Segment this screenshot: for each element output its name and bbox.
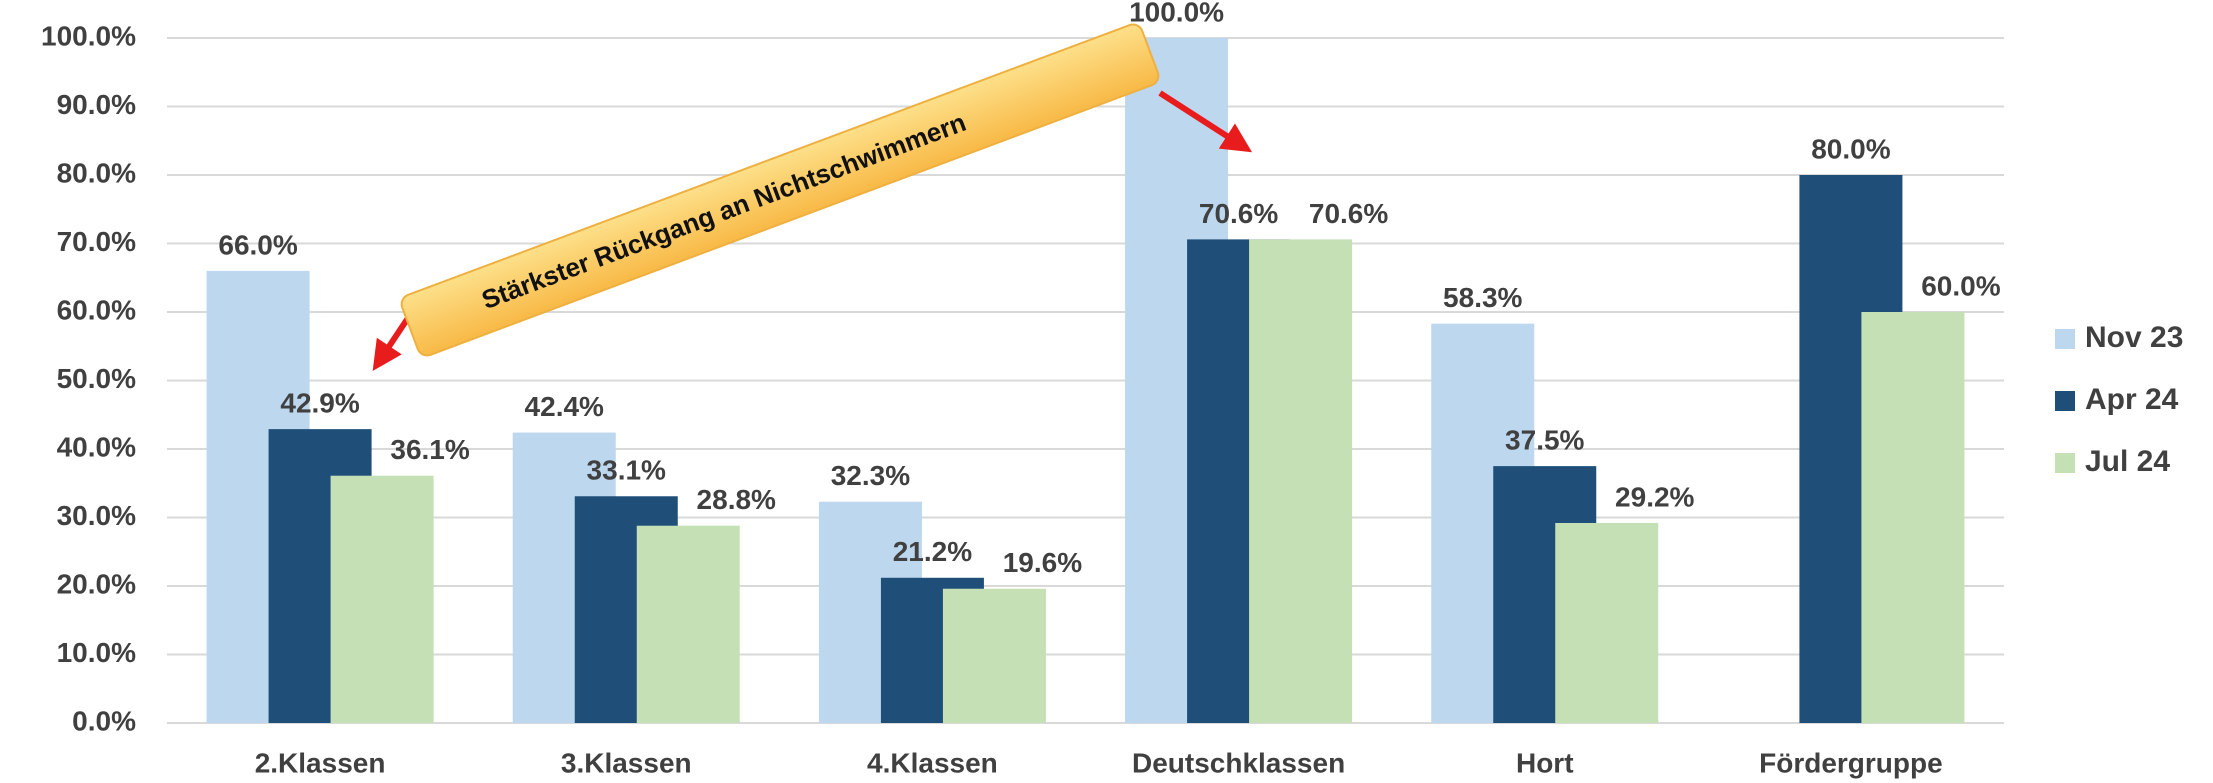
data-label: 28.8% — [697, 484, 776, 515]
annotation: Stärkster Rückgang an Nichtschwimmern — [372, 23, 1253, 371]
data-label: 21.2% — [893, 536, 972, 567]
y-tick-label: 10.0% — [57, 637, 136, 668]
x-tick-label: 4.Klassen — [867, 747, 998, 778]
data-label: 100.0% — [1129, 0, 1224, 27]
legend-swatch — [2055, 329, 2075, 349]
y-tick-label: 30.0% — [57, 500, 136, 531]
callout: Stärkster Rückgang an Nichtschwimmern — [400, 23, 1160, 357]
x-tick-label: 3.Klassen — [561, 747, 692, 778]
legend-label: Jul 24 — [2085, 445, 2170, 478]
y-tick-label: 20.0% — [57, 568, 136, 599]
legend-label: Apr 24 — [2085, 383, 2179, 416]
y-tick-label: 80.0% — [57, 157, 136, 188]
y-tick-label: 0.0% — [72, 705, 136, 736]
x-tick-label: 2.Klassen — [255, 747, 386, 778]
legend-label: Nov 23 — [2085, 321, 2183, 354]
y-tick-label: 40.0% — [57, 431, 136, 462]
grid: 0.0% 10.0% 20.0% 30.0% 40.0% 50.0% 60.0% 70.0% 8… — [41, 20, 2004, 736]
bar — [636, 525, 740, 723]
legend-swatch — [2055, 391, 2075, 411]
y-tick-label: 60.0% — [57, 294, 136, 325]
bar — [1249, 239, 1353, 723]
data-label: 33.1% — [587, 455, 666, 486]
data-label: 80.0% — [1811, 133, 1890, 164]
x-tick-label: Deutschklassen — [1132, 747, 1345, 778]
legend-swatch — [2055, 453, 2075, 473]
bar — [330, 475, 434, 723]
bar — [1555, 522, 1659, 723]
legend: Nov 23 Apr 24 Jul 24 — [2055, 321, 2183, 478]
y-tick-label: 100.0% — [41, 20, 136, 51]
data-label: 19.6% — [1003, 547, 1082, 578]
data-label: 60.0% — [1921, 270, 2000, 301]
arrow — [1158, 90, 1253, 153]
data-label: 70.6% — [1199, 198, 1278, 229]
data-label: 66.0% — [218, 229, 297, 260]
y-tick-label: 70.0% — [57, 226, 136, 257]
data-label: 42.9% — [280, 388, 359, 419]
callout-box — [400, 23, 1160, 357]
x-tick-label: Fördergruppe — [1759, 747, 1943, 778]
data-label: 42.4% — [525, 391, 604, 422]
bar — [942, 588, 1046, 723]
annotation-text: Stärkster Rückgang an Nichtschwimmern — [478, 107, 970, 315]
y-tick-label: 90.0% — [57, 89, 136, 120]
x-tick-label: Hort — [1516, 747, 1574, 778]
bars — [206, 38, 1965, 723]
data-label: 70.6% — [1309, 198, 1388, 229]
data-label: 36.1% — [390, 434, 469, 465]
data-label: 32.3% — [831, 460, 910, 491]
y-tick-label: 50.0% — [57, 363, 136, 394]
data-label: 29.2% — [1615, 481, 1694, 512]
labels: 2.Klassen 66.0% 42.9% 36.1% 3.Klassen 42.4% 33… — [218, 0, 2000, 778]
data-label: 37.5% — [1505, 425, 1584, 456]
data-label: 58.3% — [1443, 282, 1522, 313]
bar — [1861, 312, 1965, 723]
